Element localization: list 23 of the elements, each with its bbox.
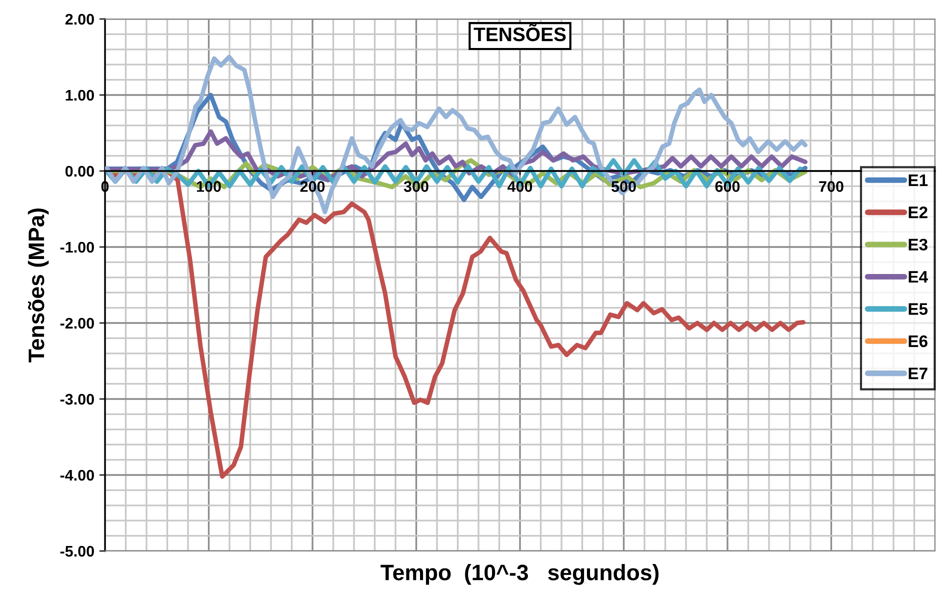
legend-label: E3 <box>908 238 928 251</box>
x-tick-label: 400 <box>507 181 532 192</box>
y-tick-label: -5.00 <box>60 546 94 557</box>
legend-label: E1 <box>908 174 928 186</box>
legend-label: E4 <box>908 271 928 283</box>
x-tick-label: 600 <box>715 181 740 192</box>
y-tick-label: -1.00 <box>60 242 94 253</box>
x-axis-title: Tempo (10^-3 segundos) <box>380 564 659 585</box>
x-tick-label: 500 <box>611 181 636 192</box>
x-tick-label: 200 <box>300 181 325 192</box>
y-tick-label: -4.00 <box>60 470 94 481</box>
legend-label: E6 <box>908 335 928 348</box>
legend-label: E2 <box>908 206 928 218</box>
legend-label: E5 <box>908 303 928 315</box>
y-axis-title: Tensões (MPa) <box>28 208 49 362</box>
y-tick-label: -3.00 <box>60 394 94 405</box>
y-tick-label: -2.00 <box>60 318 94 329</box>
y-tick-label: 2.00 <box>65 14 94 25</box>
y-tick-label: 0.00 <box>65 166 94 177</box>
y-tick-label: 1.00 <box>66 90 94 101</box>
x-tick-label: 700 <box>819 181 844 192</box>
legend-label: E7 <box>908 368 928 380</box>
chart-title: TENSÕES <box>474 24 566 42</box>
